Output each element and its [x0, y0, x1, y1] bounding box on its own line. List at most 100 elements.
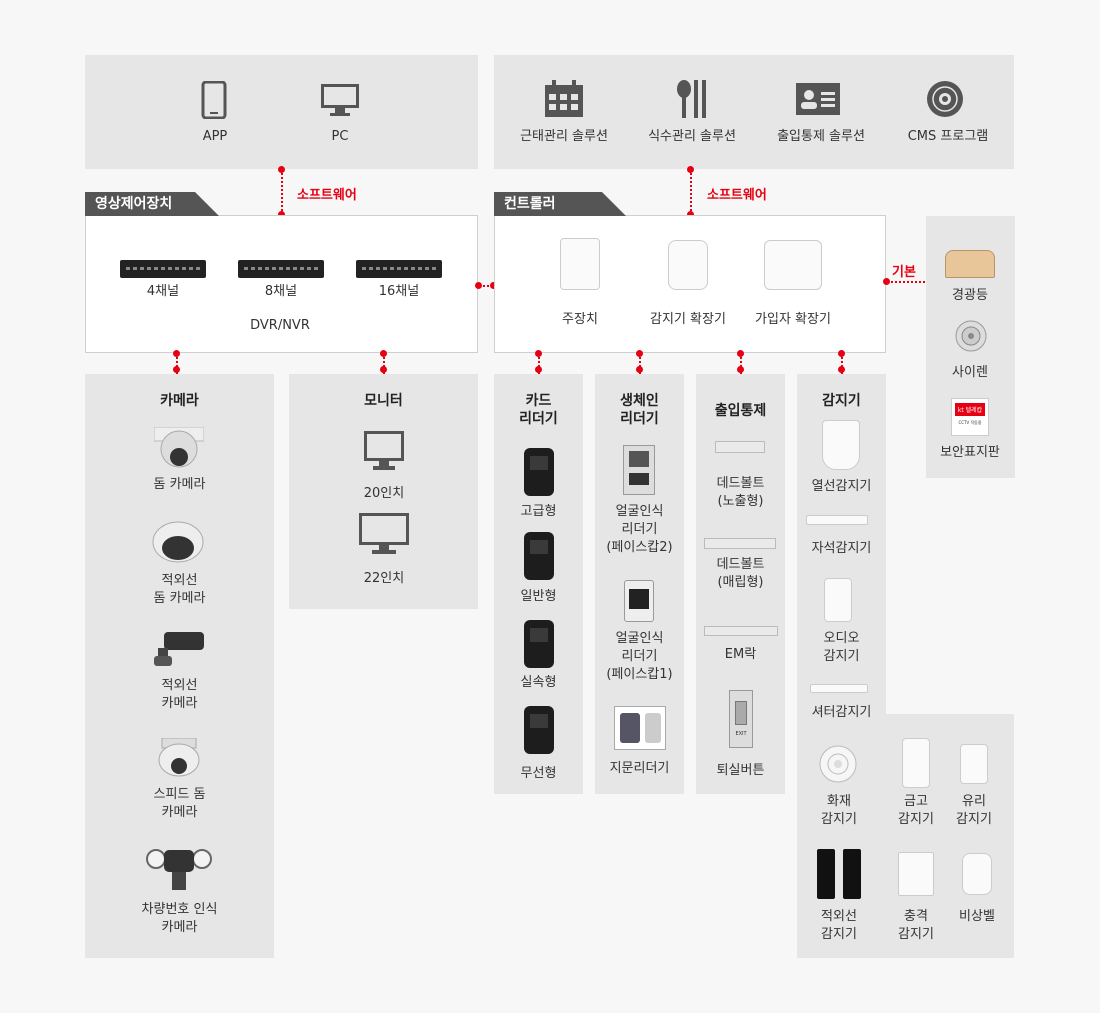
bio-reader-title: 생체인 리더기: [620, 393, 659, 427]
fire-sensor: [819, 745, 857, 783]
video-control-box: [85, 215, 478, 353]
ir-dome-camera: [152, 521, 204, 563]
basic-label: 기본: [892, 265, 916, 280]
sign-brand: kt 텔레캅: [955, 403, 985, 416]
software-label-left: 소프트웨어: [297, 188, 357, 203]
lpr-camera: [146, 849, 212, 890]
bio-label-2: 지문리더기: [609, 761, 670, 776]
facecop2-device: [623, 445, 655, 495]
sign-text: CCTV 작동중: [958, 420, 982, 425]
camera-label-2: 적외선 카메라: [161, 678, 198, 711]
sensor-label-2: 오디오 감지기: [823, 631, 860, 664]
warning-light-label: 경광등: [952, 288, 988, 303]
fingerprint-reader: [614, 706, 666, 750]
ir-camera: [154, 632, 204, 666]
siren-label: 사이렌: [952, 365, 988, 380]
shock-sensor: [898, 852, 934, 896]
deadbolt-mortise: [704, 538, 776, 549]
camera-title: 카메라: [160, 393, 199, 409]
access-title: 출입통제: [714, 403, 767, 419]
monitor-label-1: 22인치: [363, 571, 405, 586]
magnetic-sensor: [806, 515, 868, 525]
main-unit: [560, 238, 600, 290]
em-lock: [704, 626, 778, 636]
sensor-label-1: 자석감지기: [811, 541, 872, 556]
main-unit-label: 주장치: [562, 312, 598, 327]
app-label: APP: [202, 129, 228, 144]
sensor-label-0: 열선감지기: [811, 479, 872, 494]
card-label-2: 실속형: [520, 675, 557, 690]
monitor-22-icon: [359, 513, 409, 554]
client-panel: [85, 55, 478, 169]
solution-label-2: 출입통제 솔루션: [777, 129, 865, 144]
card-reader-title: 카드 리더기: [519, 393, 558, 427]
camera-label-4: 차량번호 인식 카메라: [141, 902, 218, 935]
software-label-right: 소프트웨어: [707, 188, 767, 203]
camera-label-3: 스피드 돔 카메라: [153, 787, 206, 820]
card-reader-basic: [524, 620, 554, 668]
glass-sensor: [960, 744, 988, 784]
sensor-grid-label-0: 화재 감지기: [821, 794, 857, 827]
emergency-bell: [962, 853, 992, 895]
facecop1-device: [624, 580, 654, 622]
deadbolt-surface: [715, 441, 765, 453]
card-label-3: 무선형: [520, 766, 557, 781]
monitor-icon: [321, 84, 359, 116]
monitor-panel: [289, 374, 478, 609]
controller-tab: 컨트롤러: [494, 192, 626, 216]
card-reader-premium: [524, 448, 554, 496]
access-label-0: 데드볼트 (노출형): [716, 476, 765, 509]
card-label-0: 고급형: [520, 504, 557, 519]
subscriber-expander: [764, 240, 822, 290]
dvr-nvr-caption: DVR/NVR: [250, 318, 310, 333]
audio-sensor: [824, 578, 852, 622]
dvr-8ch: [238, 260, 324, 278]
sensor-title: 감지기: [822, 393, 861, 409]
access-label-3: 퇴실버튼: [716, 763, 765, 778]
solution-label-3: CMS 프로그램: [907, 129, 989, 144]
bio-label-0: 얼굴인식 리더기 (페이스캅2): [606, 504, 673, 555]
shutter-sensor: [810, 684, 868, 693]
pir-sensor: [822, 420, 860, 470]
dome-camera: [154, 427, 204, 468]
sensor-expander-label: 감지기 확장기: [650, 312, 726, 327]
card-label-1: 일반형: [520, 589, 557, 604]
camera-label-1: 적외선 돔 카메라: [153, 573, 206, 606]
access-label-2: EM락: [724, 647, 757, 662]
dvr-16ch: [356, 260, 442, 278]
exit-text: EXIT: [735, 731, 747, 737]
security-sign-label: 보안표지판: [940, 445, 1000, 460]
speed-dome-camera: [158, 738, 200, 777]
camera-label-0: 돔 카메라: [153, 477, 206, 492]
sensor-grid-label-2: 유리 감지기: [956, 794, 992, 827]
pc-label: PC: [331, 129, 349, 144]
monitor-label-0: 20인치: [363, 486, 405, 501]
ir-beam-sensor: [817, 849, 861, 899]
dvr-8ch-label: 8채널: [264, 284, 298, 299]
monitor-20-icon: [364, 431, 404, 470]
sensor-grid-label-3: 적외선 감지기: [821, 909, 857, 942]
sensor-grid-label-1: 금고 감지기: [898, 794, 934, 827]
exit-button: EXIT: [729, 690, 753, 748]
id-card-icon: [796, 83, 840, 115]
sensor-label-3: 셔터감지기: [811, 705, 872, 720]
sensor-expander: [668, 240, 708, 290]
card-reader-standard: [524, 532, 554, 580]
solution-label-0: 근태관리 솔루션: [520, 129, 608, 144]
card-reader-wireless: [524, 706, 554, 754]
monitor-title: 모니터: [364, 393, 403, 409]
dvr-4ch-label: 4채널: [146, 284, 180, 299]
access-label-1: 데드볼트 (매립형): [716, 557, 765, 590]
dvr-4ch: [120, 260, 206, 278]
solution-label-1: 식수관리 솔루션: [648, 129, 736, 144]
sensor-grid-label-5: 비상벨: [959, 909, 995, 924]
subscriber-expander-label: 가입자 확장기: [755, 312, 831, 327]
cutlery-icon: [677, 80, 706, 118]
sensor-grid-label-4: 충격 감지기: [898, 909, 934, 942]
video-control-tab: 영상제어장치: [85, 192, 219, 216]
warning-light: [945, 250, 995, 278]
safe-sensor: [902, 738, 930, 788]
disc-icon: [927, 81, 963, 117]
siren-icon: [955, 320, 987, 352]
security-sign: kt 텔레캅 CCTV 작동중: [951, 398, 989, 436]
